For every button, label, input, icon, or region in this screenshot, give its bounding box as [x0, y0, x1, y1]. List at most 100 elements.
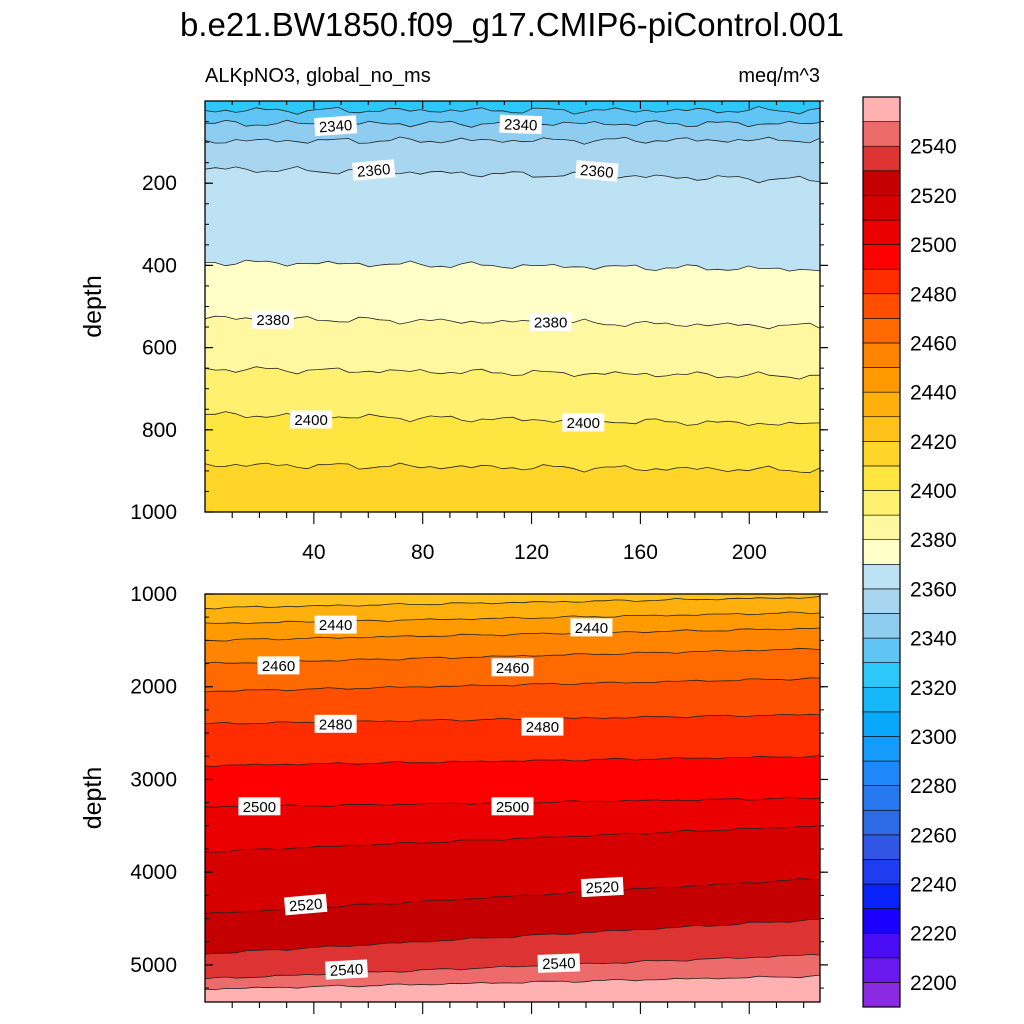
contour-label-text: 2500: [243, 799, 276, 816]
colorbar-tick-label: 2220: [910, 923, 957, 946]
colorbar-box: [862, 711, 901, 737]
y-tick-label: 600: [142, 337, 177, 360]
contour-label-text: 2540: [329, 961, 363, 980]
contour-label: 2380: [252, 310, 294, 329]
y-axis-label: depth: [79, 767, 107, 830]
colorbar-box: [862, 96, 901, 122]
y-tick-label: 3000: [130, 768, 177, 791]
upper-panel: 2340 2340 2360 2360 2380 2380 2400 2400 200 400 60…: [79, 100, 828, 564]
contour-label-box: [314, 714, 357, 733]
y-tick-label: 4000: [130, 861, 177, 884]
contour-label-text: 2460: [496, 660, 529, 677]
colorbar-box: [862, 268, 901, 295]
colorbar-tick-label: 2480: [910, 283, 957, 306]
colorbar-box: [862, 293, 901, 319]
contour-line: [205, 647, 820, 664]
lower-panel: 2440 2440 2460 2460 2480 2480 2500 2500 2520 2520…: [79, 583, 828, 1014]
colorbar-box: [862, 834, 901, 860]
contour-label-box: [351, 159, 396, 181]
colorbar-box: [862, 637, 901, 663]
colorbar-box: [862, 145, 901, 172]
contour-field: 2440 2440 2460 2460 2480 2480 2500 2500 2520 2520…: [205, 594, 820, 1002]
contour-line: [205, 136, 820, 145]
units-label: meq/m^3: [738, 65, 820, 87]
colorbar-tick-label: 2460: [910, 332, 957, 355]
colorbar-tick-label: 2520: [910, 185, 957, 208]
colorbar-box: [862, 441, 901, 467]
contour-label: 2480: [314, 714, 357, 733]
contour-label-text: 2400: [294, 412, 327, 429]
colorbar-box: [862, 465, 901, 491]
colorbar-tick-label: 2240: [910, 874, 957, 897]
contour-label-box: [290, 410, 333, 429]
colorbar-box: [862, 588, 901, 614]
contour-label-box: [283, 893, 328, 916]
colorbar-box: [862, 809, 901, 836]
contour-label-text: 2440: [319, 617, 352, 634]
contour-label-box: [238, 797, 281, 816]
colorbar-tick-label: 2420: [910, 431, 957, 454]
contour-label-box: [325, 959, 368, 980]
colorbar-box: [862, 785, 901, 811]
colorbar-box: [862, 908, 901, 934]
contour-line: [205, 166, 820, 184]
colorbar-box: [862, 219, 901, 245]
colorbar-box: [862, 662, 901, 688]
contour-label-box: [314, 615, 357, 634]
colorbar-tick-label: 2260: [910, 824, 957, 847]
contour-label: 2540: [537, 953, 581, 973]
colorbar-box: [862, 170, 901, 196]
colorbar-box: [862, 367, 901, 393]
contour-line: [205, 596, 820, 610]
colorbar-tick-label: 2380: [910, 529, 957, 552]
colorbar-box: [862, 391, 901, 418]
contour-line: [205, 953, 820, 980]
colorbar-box: [862, 244, 901, 270]
contour-label: 2520: [283, 893, 328, 916]
colorbar-box: [862, 563, 901, 590]
colorbar-tick-label: 2500: [910, 234, 957, 257]
contour-label-box: [521, 717, 564, 736]
contour-band: [205, 463, 820, 512]
colorbar-tick-label: 2320: [910, 677, 957, 700]
contour-label-text: 2340: [318, 117, 352, 136]
y-tick-label: 1000: [130, 583, 177, 606]
colorbar-box: [862, 121, 901, 147]
contour-label-box: [580, 876, 624, 898]
contour-line: [205, 974, 820, 991]
colorbar-box: [862, 859, 901, 885]
variable-label: ALKpNO3, global_no_ms: [205, 65, 431, 87]
contour-label-box: [314, 115, 358, 137]
contour-line: [205, 315, 820, 330]
contour-line: [205, 919, 820, 955]
x-tick-label: 80: [411, 541, 434, 564]
colorbar-box: [862, 318, 901, 344]
contour-label-text: 2380: [534, 315, 567, 332]
colorbar-tick-label: 2540: [910, 136, 957, 159]
colorbar-tick-label: 2200: [910, 972, 957, 995]
contour-label-box: [491, 658, 534, 677]
colorbar-box: [862, 539, 901, 565]
colorbar-box: [862, 195, 901, 221]
y-tick-label: 5000: [130, 954, 177, 977]
contour-line: [205, 627, 820, 642]
contour-label-box: [570, 618, 613, 637]
contour-label-text: 2460: [262, 658, 295, 675]
contour-label: 2500: [491, 797, 534, 816]
contour-label-text: 2360: [579, 162, 614, 182]
contour-label-text: 2540: [542, 955, 576, 973]
colorbar-box: [862, 982, 901, 1008]
x-tick-label: 40: [302, 541, 325, 564]
x-tick-label: 200: [732, 541, 767, 564]
contour-label-box: [562, 413, 605, 432]
contour-label-text: 2520: [585, 879, 619, 898]
contour-label: 2540: [325, 959, 368, 980]
colorbar-tick-label: 2400: [910, 480, 957, 503]
contour-line: [205, 677, 820, 693]
contour-label: 2400: [562, 413, 605, 432]
x-tick-label: 120: [514, 541, 549, 564]
contour-band: [205, 975, 820, 1002]
contour-line: [205, 825, 820, 853]
contour-label-text: 2480: [319, 716, 352, 733]
colorbar-box: [862, 416, 901, 442]
